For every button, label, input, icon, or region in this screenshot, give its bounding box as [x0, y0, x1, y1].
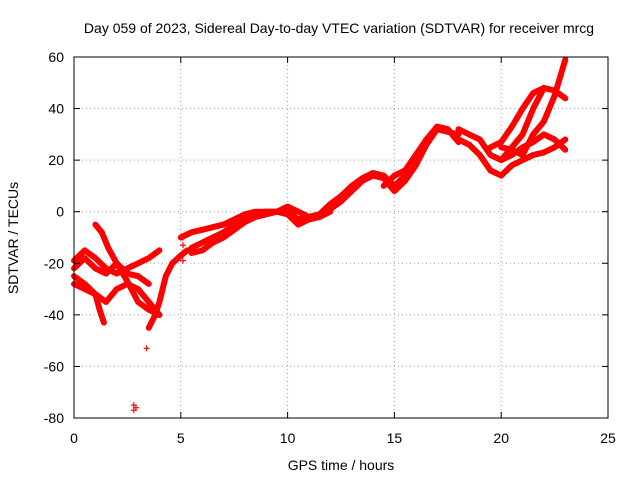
y-tick-label: -80 [44, 410, 64, 426]
data-point [179, 257, 186, 264]
x-tick-label: 15 [387, 430, 403, 446]
series-track-9 [188, 208, 334, 256]
y-tick-labels: -80 -60 -40 -20 0 20 40 60 [44, 49, 64, 426]
series-track-15 [487, 84, 569, 151]
y-tick-label: 40 [48, 101, 64, 117]
y-tick-label: -40 [44, 307, 64, 323]
series-track-12 [380, 126, 441, 189]
x-tick-label: 5 [177, 430, 185, 446]
series-track-5 [71, 273, 107, 326]
x-tick-label: 25 [600, 430, 616, 446]
data-point [179, 249, 186, 256]
chart-title: Day 059 of 2023, Sidereal Day-to-day VTE… [84, 20, 594, 36]
plot-frame [73, 56, 609, 419]
series-track-6 [145, 247, 191, 331]
x-tick-label: 10 [280, 430, 296, 446]
series-track-4 [92, 221, 152, 287]
data-series [71, 56, 569, 331]
data-point [179, 234, 186, 241]
y-tick-label: -20 [44, 255, 64, 271]
series-track-17 [498, 131, 569, 164]
y-tick-label: -60 [44, 358, 64, 374]
series-track-16 [498, 56, 569, 158]
grid [74, 57, 608, 418]
axis-ticks [73, 56, 609, 419]
data-point [143, 345, 150, 352]
y-tick-label: 0 [56, 204, 64, 220]
x-tick-label: 20 [493, 430, 509, 446]
series-track-14 [455, 136, 569, 179]
data-point [179, 242, 186, 249]
y-tick-label: 20 [48, 152, 64, 168]
y-axis-label: SDTVAR / TECUs [5, 182, 21, 294]
x-tick-labels: 0 5 10 15 20 25 [70, 430, 616, 446]
x-tick-label: 0 [70, 430, 78, 446]
y-tick-label: 60 [48, 49, 64, 65]
data-point [132, 404, 139, 411]
isolated-points [130, 234, 186, 414]
series-track-3 [71, 247, 163, 277]
x-axis-label: GPS time / hours [288, 457, 395, 473]
